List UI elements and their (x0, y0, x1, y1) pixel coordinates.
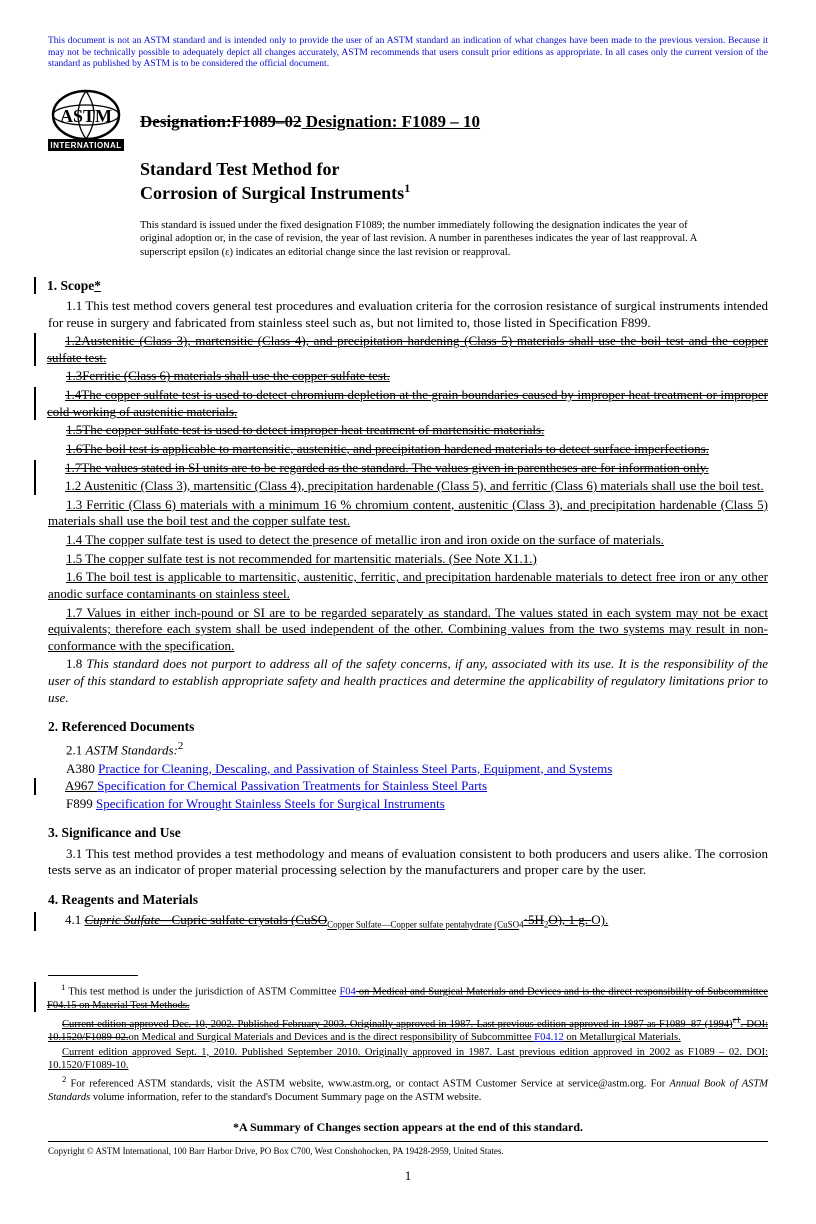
para-1-3-added: 1.3 Ferritic (Class 6) materials with a … (48, 497, 768, 530)
para-1-2-struck: 1.2Austenitic (Class 3), martensitic (Cl… (47, 333, 768, 366)
para-3-1: 3.1 This test method provides a test met… (48, 846, 768, 879)
para-1-6-added: 1.6 The boil test is applicable to marte… (48, 569, 768, 602)
para-2-1: 2.1 ASTM Standards:2 (48, 740, 768, 759)
disclaimer-banner: This document is not an ASTM standard an… (48, 36, 768, 71)
para-1-4-struck: 1.4The copper sulfate test is used to de… (47, 387, 768, 420)
para-1-7-struck: 1.7The values stated in SI units are to … (47, 460, 768, 477)
para-1-8: 1.8 This standard does not purport to ad… (48, 656, 768, 706)
footnote-2: 2 For referenced ASTM standards, visit t… (48, 1074, 768, 1104)
ref-link-a967[interactable]: Specification for Chemical Passivation T… (97, 778, 487, 793)
ref-link-f899[interactable]: Specification for Wrought Stainless Stee… (96, 796, 445, 811)
svg-text:INTERNATIONAL: INTERNATIONAL (50, 141, 121, 150)
footnote-1: 1 This test method is under the jurisdic… (47, 982, 768, 1012)
para-4-1: 4.1 Cupric Sulfate—Cupric sulfate crysta… (47, 912, 768, 931)
para-1-1: 1.1 This test method covers general test… (48, 298, 768, 331)
footnote-rule (48, 975, 138, 976)
footnote-1c: Current edition approved Sept. 1, 2010. … (48, 1046, 768, 1072)
para-1-5-added: 1.5 The copper sulfate test is not recom… (48, 551, 768, 568)
para-1-7-added: 1.7 Values in either inch-pound or SI ar… (48, 605, 768, 655)
ref-link-a380[interactable]: Practice for Cleaning, Descaling, and Pa… (98, 761, 612, 776)
issuance-note: This standard is issued under the fixed … (140, 219, 700, 258)
para-1-5-struck: 1.5The copper sulfate test is used to de… (48, 422, 768, 439)
svg-text:ASTM: ASTM (60, 106, 112, 126)
astm-logo: ASTM INTERNATIONAL (48, 89, 124, 156)
section-1-heading: 1. Scope* (47, 277, 768, 294)
copyright: Copyright © ASTM International, 100 Barr… (48, 1146, 768, 1158)
para-1-2-added: 1.2 Austenitic (Class 3), martensitic (C… (47, 478, 768, 495)
summary-note: *A Summary of Changes section appears at… (48, 1120, 768, 1135)
section-2-heading: 2. Referenced Documents (48, 718, 768, 735)
ref-a380: A380 Practice for Cleaning, Descaling, a… (48, 761, 768, 778)
footnote-1b: Current edition approved Dec. 10, 2002. … (48, 1014, 768, 1044)
fn-link-f04[interactable]: F04 (339, 987, 355, 998)
section-3-heading: 3. Significance and Use (48, 824, 768, 841)
section-4-heading: 4. Reagents and Materials (48, 891, 768, 908)
ref-a967: A967 Specification for Chemical Passivat… (47, 778, 768, 795)
page-number: 1 (48, 1168, 768, 1185)
header-row: ASTM INTERNATIONAL Designation:F1089–02 … (48, 89, 768, 156)
designation-line: Designation:F1089–02 Designation: F1089 … (140, 111, 480, 133)
ref-f899: F899 Specification for Wrought Stainless… (48, 796, 768, 813)
para-1-4-added: 1.4 The copper sulfate test is used to d… (48, 532, 768, 549)
title-block: Standard Test Method for Corrosion of Su… (140, 159, 768, 205)
para-1-3-struck: 1.3Ferritic (Class 6) materials shall us… (48, 368, 768, 385)
standard-title: Standard Test Method for Corrosion of Su… (140, 159, 768, 205)
para-1-6-struck: 1.6The boil test is applicable to marten… (48, 441, 768, 458)
fn-link-f0412[interactable]: F04.12 (534, 1032, 563, 1043)
bottom-rule (48, 1141, 768, 1142)
